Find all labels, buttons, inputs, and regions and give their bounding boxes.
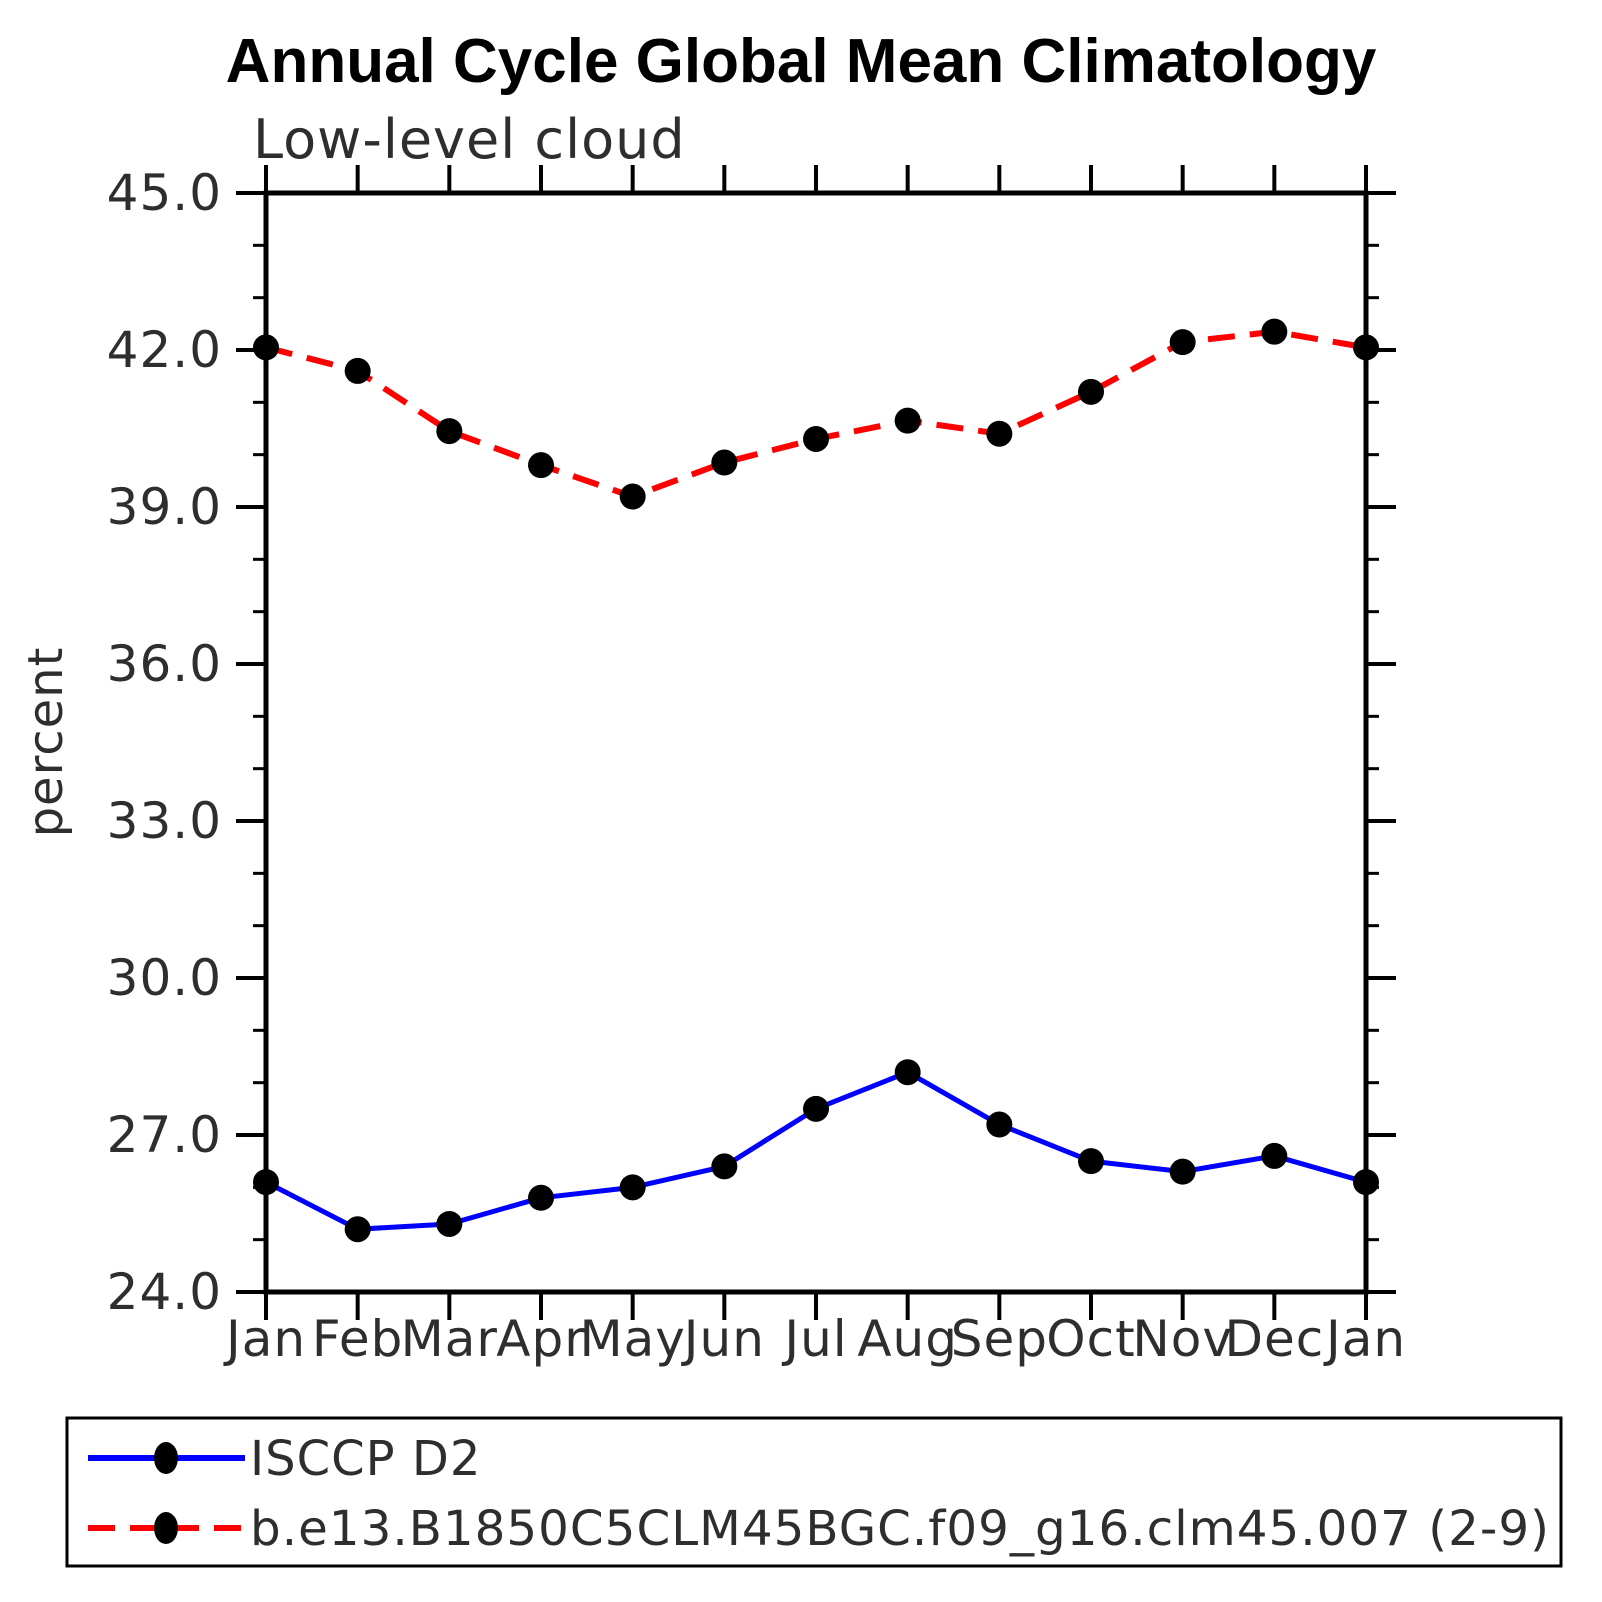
data-point bbox=[1261, 318, 1288, 345]
data-point bbox=[1353, 1169, 1379, 1196]
chart-title: Annual Cycle Global Mean Climatology bbox=[226, 27, 1377, 96]
legend-entry-obs: ISCCP D2 bbox=[88, 1431, 481, 1487]
x-tick-label: Dec bbox=[1224, 1310, 1324, 1368]
data-point bbox=[1078, 378, 1104, 405]
x-tick-label: Apr bbox=[496, 1310, 586, 1368]
legend-entry-model: b.e13.B1850C5CLM45BGC.f09_g16.clm45.007 … bbox=[88, 1501, 1550, 1557]
data-point bbox=[619, 1174, 646, 1201]
chart-subtitle: Low-level cloud bbox=[253, 108, 686, 171]
y-tick-label: 30.0 bbox=[107, 949, 222, 1007]
x-tick-label: Jan bbox=[223, 1310, 306, 1368]
y-tick-label: 39.0 bbox=[107, 478, 222, 536]
legend-box bbox=[65, 1416, 1563, 1568]
x-tick-label: Feb bbox=[312, 1310, 404, 1368]
x-tick-label: May bbox=[579, 1310, 685, 1368]
data-point bbox=[894, 1059, 921, 1086]
data-point bbox=[528, 1184, 554, 1211]
data-point bbox=[344, 357, 371, 384]
x-tick-label: Mar bbox=[401, 1310, 498, 1368]
data-point bbox=[986, 420, 1013, 447]
y-tick-label: 42.0 bbox=[107, 321, 222, 379]
series-line-obs bbox=[264, 1069, 1367, 1232]
legend-label-obs: ISCCP D2 bbox=[250, 1431, 481, 1487]
data-point bbox=[253, 1169, 279, 1196]
data-point bbox=[436, 1210, 463, 1237]
x-tick-label: Aug bbox=[857, 1310, 958, 1368]
data-point bbox=[1261, 1142, 1288, 1169]
y-tick-label: 45.0 bbox=[107, 164, 222, 222]
data-point bbox=[253, 334, 279, 361]
y-axis-label: percent bbox=[18, 647, 74, 838]
legend-marker-circle-icon bbox=[154, 1442, 178, 1474]
data-point bbox=[803, 425, 829, 452]
x-tick-label: Jul bbox=[781, 1310, 847, 1368]
data-point bbox=[1353, 334, 1379, 361]
data-point bbox=[528, 452, 554, 479]
legend: ISCCP D2 b.e13.B1850C5CLM45BGC.f09_g16.c… bbox=[65, 1416, 1563, 1568]
data-point bbox=[1078, 1148, 1104, 1175]
data-point bbox=[344, 1216, 371, 1243]
data-point bbox=[803, 1095, 829, 1122]
data-point bbox=[1169, 1158, 1196, 1185]
x-tick-label: Jun bbox=[681, 1310, 765, 1368]
y-tick-label: 33.0 bbox=[107, 792, 222, 850]
data-point bbox=[894, 407, 921, 434]
series-line-model bbox=[265, 328, 1367, 500]
legend-marker-circle-icon bbox=[154, 1512, 178, 1544]
data-point bbox=[986, 1111, 1013, 1138]
x-tick-label: Oct bbox=[1046, 1310, 1135, 1368]
legend-label-model: b.e13.B1850C5CLM45BGC.f09_g16.clm45.007 … bbox=[250, 1501, 1550, 1557]
y-tick-label: 36.0 bbox=[107, 635, 222, 693]
y-tick-label: 24.0 bbox=[107, 1263, 222, 1321]
y-tick-label: 27.0 bbox=[107, 1106, 222, 1164]
axis-frame bbox=[263, 190, 1369, 1295]
data-point bbox=[1169, 329, 1196, 356]
x-tick-label: Jan bbox=[1323, 1310, 1406, 1368]
data-point bbox=[711, 1153, 738, 1180]
data-point bbox=[711, 449, 738, 476]
x-tick-label: Nov bbox=[1132, 1310, 1233, 1368]
data-point bbox=[436, 418, 463, 445]
x-tick-label: Sep bbox=[951, 1310, 1048, 1368]
data-point bbox=[619, 483, 646, 510]
